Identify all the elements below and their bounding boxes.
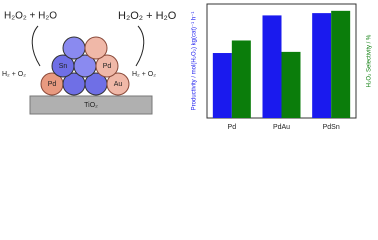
arrow xyxy=(31,25,41,67)
y-axis-label: Productivity / mol(H₂O₂) kg(cat)⁻¹ h⁻¹ xyxy=(192,12,198,111)
atom-label: Sn xyxy=(59,63,68,70)
atom-label: Pd xyxy=(103,63,112,70)
bar xyxy=(262,15,282,118)
page: TiO₂ Sn Pd Pd Au H₂O₂ + H₂O H₂O₂ + H₂O H… xyxy=(2,3,373,131)
bar xyxy=(212,53,232,118)
atom xyxy=(95,54,119,78)
bar xyxy=(231,40,251,119)
y2-axis-label: H₂O₂ Selectivity / % xyxy=(367,34,373,87)
arrow xyxy=(135,25,145,67)
chart: Pd PdAu PdSn Productivity / mol(H₂O₂) kg(ca… xyxy=(192,3,373,131)
support-label: TiO₂ xyxy=(84,102,98,109)
x-tick-label: Pd xyxy=(228,124,237,131)
atom-label: Pd xyxy=(48,81,57,88)
product-label: H₂O₂ + H₂O xyxy=(4,11,57,22)
product-label: H₂O₂ + H₂O xyxy=(118,10,177,22)
bar xyxy=(331,10,351,119)
reactant-label: H₂ + O₂ xyxy=(132,71,156,78)
atom xyxy=(106,72,130,96)
atom-label: Au xyxy=(114,81,123,88)
bar xyxy=(312,13,332,118)
support-slab xyxy=(29,95,153,115)
x-tick-label: PdAu xyxy=(273,124,290,131)
x-tick-label: PdSn xyxy=(323,124,340,131)
atom xyxy=(84,36,108,60)
reactant-label: H₂ + O₂ xyxy=(2,71,26,78)
bar xyxy=(281,51,301,118)
catalyst-diagram: TiO₂ Sn Pd Pd Au H₂O₂ + H₂O H₂O₂ + H₂O H… xyxy=(2,10,177,115)
atom xyxy=(62,36,86,60)
